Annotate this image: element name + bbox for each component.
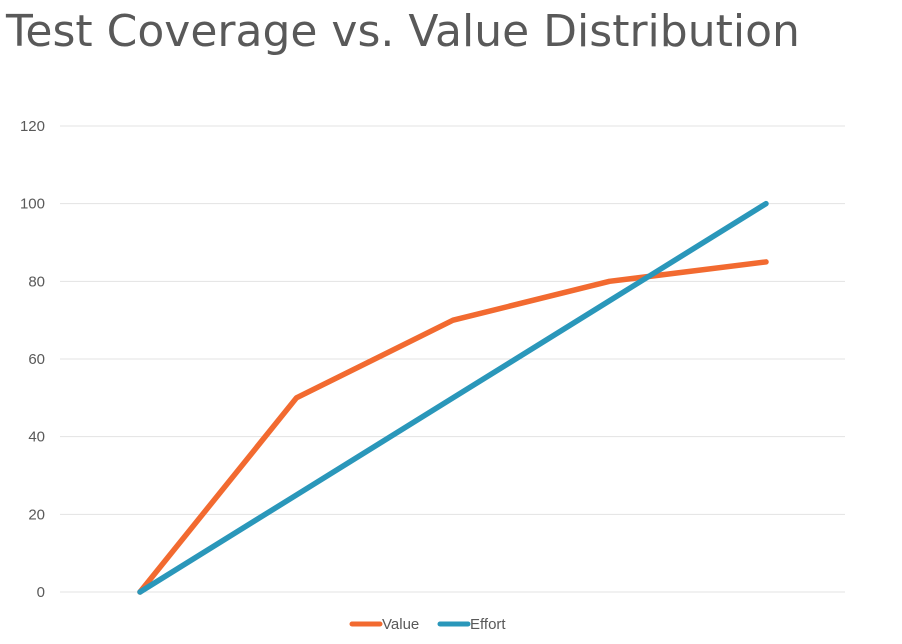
series-line-effort <box>137 200 769 595</box>
y-tick-label-120: 120 <box>20 118 45 135</box>
series-line-value <box>137 259 769 595</box>
legend-label-value: Value <box>382 616 419 633</box>
series-lines <box>137 200 769 595</box>
y-tick-label-40: 40 <box>28 429 45 446</box>
grid-lines <box>60 125 845 593</box>
y-axis-tick-labels: 0 20 40 60 80 100 120 <box>20 118 45 601</box>
y-tick-label-80: 80 <box>28 273 45 290</box>
chart-title: Test Coverage vs. Value Distribution <box>6 6 800 57</box>
y-tick-label-100: 100 <box>20 196 45 213</box>
legend: Value Effort <box>349 616 506 633</box>
y-tick-label-0: 0 <box>37 584 45 601</box>
y-tick-label-60: 60 <box>28 351 45 368</box>
legend-label-effort: Effort <box>470 616 506 633</box>
y-tick-label-20: 20 <box>28 506 45 523</box>
